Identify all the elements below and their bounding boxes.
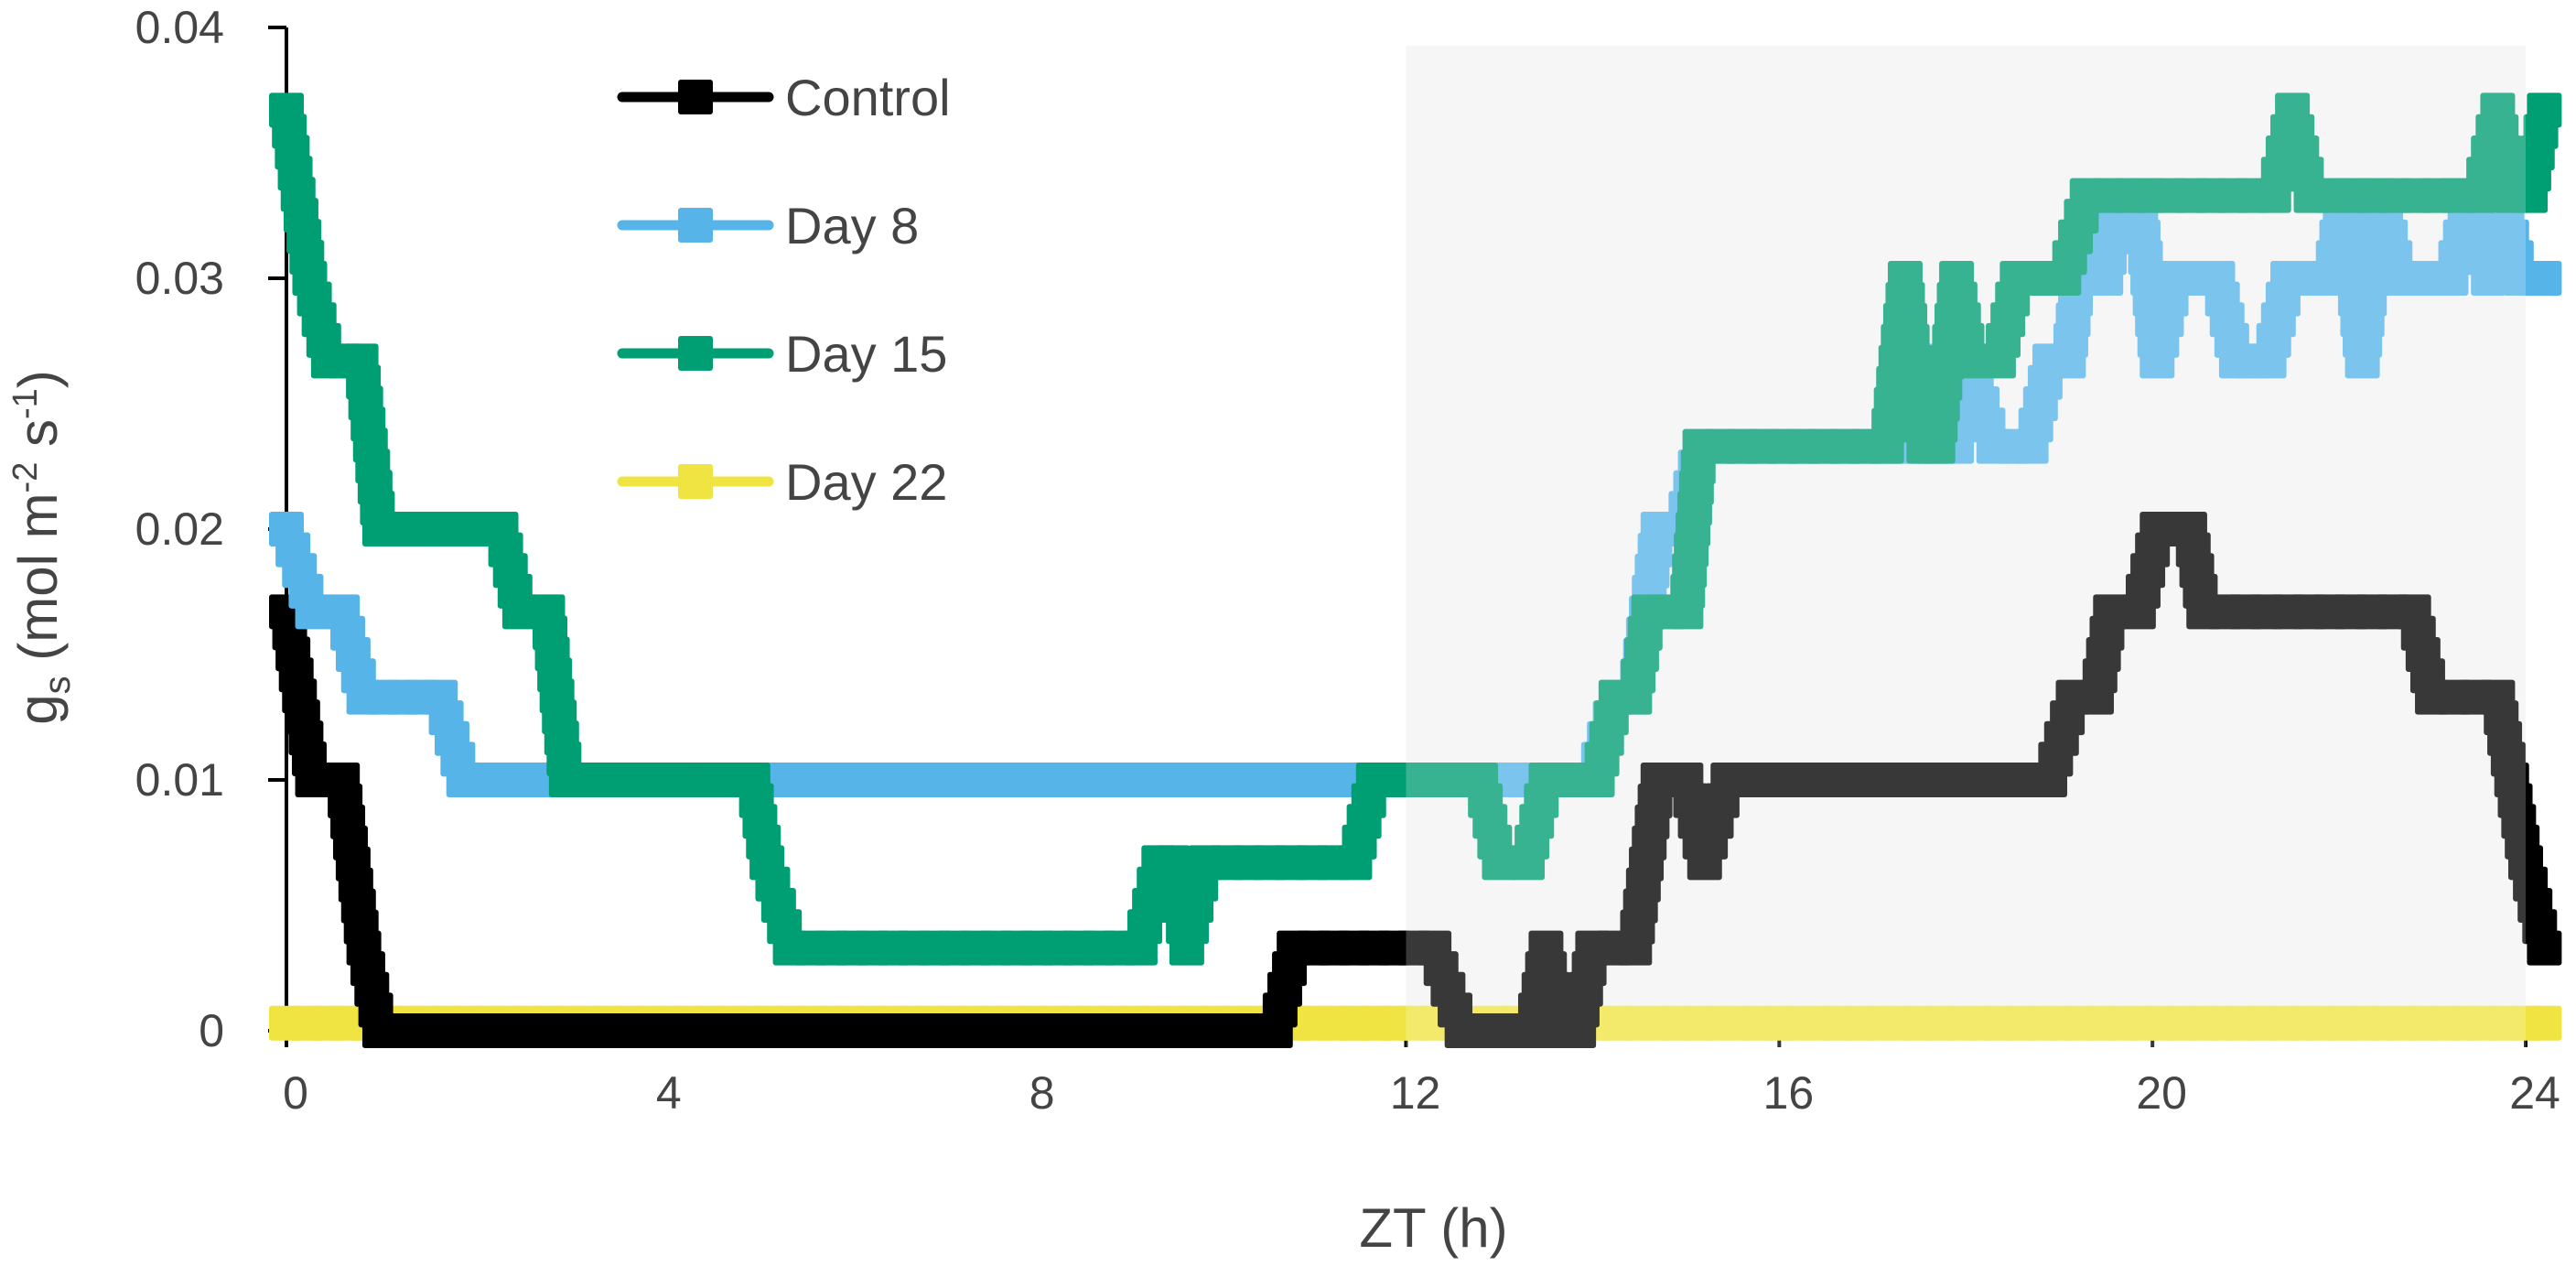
legend-item: Day 15 — [617, 325, 947, 383]
x-tick-label: 16 — [1763, 1067, 1815, 1119]
x-tick-label: 24 — [2509, 1067, 2560, 1119]
dark-period-overlay — [1406, 46, 2526, 1067]
ticks: 0 0.01 0.02 0.03 0.04 0 4 8 12 16 20 24 — [135, 2, 2560, 1119]
y-tick-label: 0.02 — [135, 503, 224, 555]
legend-item: Day 22 — [617, 453, 947, 511]
legend-swatch-marker — [678, 464, 713, 499]
x-tick-label: 4 — [656, 1067, 682, 1119]
series-day-15 — [269, 92, 2562, 966]
legend-label: Day 22 — [785, 453, 947, 511]
x-axis-title: ZT (h) — [1359, 1197, 1507, 1259]
legend-swatch-marker — [678, 208, 713, 243]
data-point — [1482, 845, 1517, 881]
x-tick-label: 12 — [1390, 1067, 1441, 1119]
data-point — [2527, 930, 2562, 966]
y-title-main: g — [7, 694, 69, 724]
data-point — [1435, 763, 1471, 797]
y-title-unit-mid: s — [7, 419, 69, 462]
data-point — [2527, 1005, 2562, 1041]
y-tick-label: 0.03 — [135, 253, 224, 304]
y-title-exp2: -1 — [6, 388, 45, 419]
x-tick-label: 20 — [2136, 1067, 2187, 1119]
legend-label: Day 15 — [785, 325, 947, 383]
data-point — [1640, 763, 1676, 797]
series-control — [269, 512, 2562, 1048]
legend: Control Day 8 Day 15 Day 22 — [617, 69, 951, 511]
legend-item: Control — [617, 69, 951, 126]
data-point — [295, 763, 330, 797]
y-title-exp1: -2 — [6, 462, 45, 493]
x-tick-label: 8 — [1029, 1067, 1055, 1119]
legend-label: Day 8 — [785, 197, 919, 254]
y-title-unit-pre: (mol m — [7, 492, 69, 676]
data-point — [2527, 261, 2562, 296]
y-tick-label: 0.01 — [135, 754, 224, 806]
data-point — [2527, 92, 2562, 128]
y-tick-label: 0.04 — [135, 2, 224, 53]
data-point — [501, 594, 537, 630]
y-tick-label: 0 — [199, 1005, 224, 1056]
legend-label: Control — [785, 69, 951, 126]
y-title-unit-post: ) — [7, 370, 69, 388]
x-tick-label: 0 — [283, 1067, 308, 1119]
data-point — [2093, 594, 2129, 630]
legend-item: Day 8 — [617, 197, 919, 254]
legend-swatch-marker — [678, 80, 713, 114]
legend-swatch-marker — [678, 336, 713, 371]
data-point — [1953, 343, 1989, 379]
y-title-sub: s — [38, 676, 78, 694]
y-axis-title: gs (mol m-2 s-1) — [6, 370, 78, 725]
data-point — [295, 594, 330, 630]
series-layer — [269, 92, 2562, 1048]
